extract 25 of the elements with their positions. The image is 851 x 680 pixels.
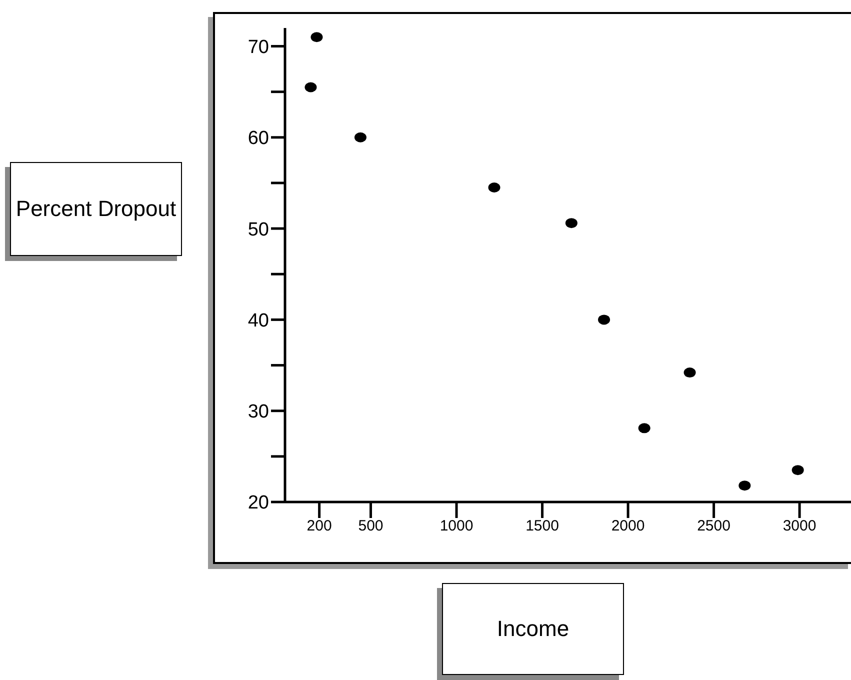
x-tick-label: 200 bbox=[306, 518, 332, 535]
point bbox=[684, 368, 696, 378]
x-tick-label: 2000 bbox=[611, 518, 645, 535]
y-tick-label: 70 bbox=[248, 36, 269, 58]
x-tick-label: 2500 bbox=[697, 518, 730, 535]
x-axis-title: Income bbox=[442, 583, 624, 675]
x-tick-label: 1000 bbox=[440, 518, 474, 535]
x-tick-label: 3000 bbox=[782, 518, 816, 535]
point bbox=[488, 182, 500, 193]
y-tick-label: 50 bbox=[248, 219, 269, 240]
point bbox=[792, 465, 804, 476]
point bbox=[354, 132, 366, 142]
point bbox=[565, 218, 578, 228]
point bbox=[638, 423, 650, 434]
y-tick-label: 20 bbox=[248, 492, 269, 514]
point bbox=[304, 82, 317, 92]
y-tick-label: 40 bbox=[248, 310, 269, 332]
point bbox=[598, 314, 610, 325]
y-tick-label: 60 bbox=[248, 128, 269, 150]
x-tick-label: 500 bbox=[358, 518, 384, 535]
point bbox=[738, 480, 751, 491]
y-axis-title: Percent Dropout bbox=[10, 162, 182, 256]
x-tick-label: 1500 bbox=[526, 518, 559, 535]
point bbox=[310, 32, 323, 42]
y-tick-label: 30 bbox=[248, 402, 269, 423]
